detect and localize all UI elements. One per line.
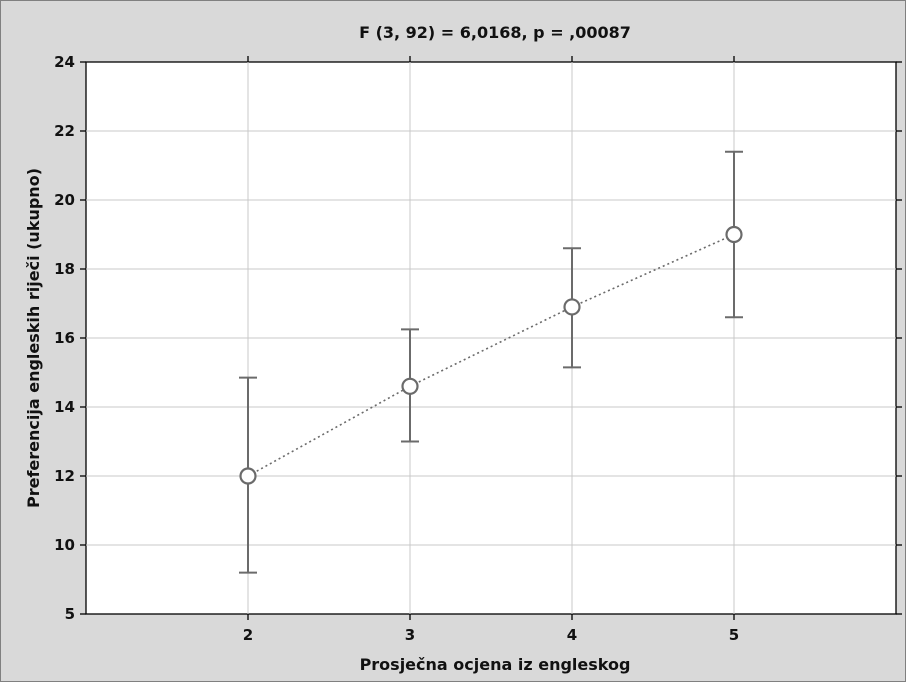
y-tick-label: 5 xyxy=(65,605,75,623)
y-tick-label: 16 xyxy=(54,329,75,347)
series-group xyxy=(239,150,743,574)
y-axis-title: Preferencija engleskih riječi (ukupno) xyxy=(24,168,43,508)
data-point xyxy=(239,467,257,485)
data-point xyxy=(401,377,419,395)
y-tick-label: 10 xyxy=(54,536,75,554)
x-axis-title: Prosječna ocjena iz engleskog xyxy=(360,655,631,674)
x-axis-ticks: 2 3 4 5 xyxy=(243,56,739,644)
chart-title: F (3, 92) = 6,0168, p = ,00087 xyxy=(359,23,631,42)
data-point xyxy=(563,298,581,316)
x-tick-label: 3 xyxy=(405,626,415,644)
y-tick-label: 24 xyxy=(54,53,75,71)
y-tick-label: 20 xyxy=(54,191,75,209)
x-tick-label: 5 xyxy=(729,626,739,644)
y-axis-ticks: 5 10 12 14 16 18 20 22 24 xyxy=(54,53,902,623)
x-tick-label: 2 xyxy=(243,626,253,644)
y-tick-label: 14 xyxy=(54,398,75,416)
y-tick-label: 18 xyxy=(54,260,75,278)
series-line xyxy=(247,233,735,477)
data-point xyxy=(725,225,743,244)
x-tick-label: 4 xyxy=(567,626,577,644)
y-tick-label: 12 xyxy=(54,467,75,485)
y-tick-label: 22 xyxy=(54,122,75,140)
